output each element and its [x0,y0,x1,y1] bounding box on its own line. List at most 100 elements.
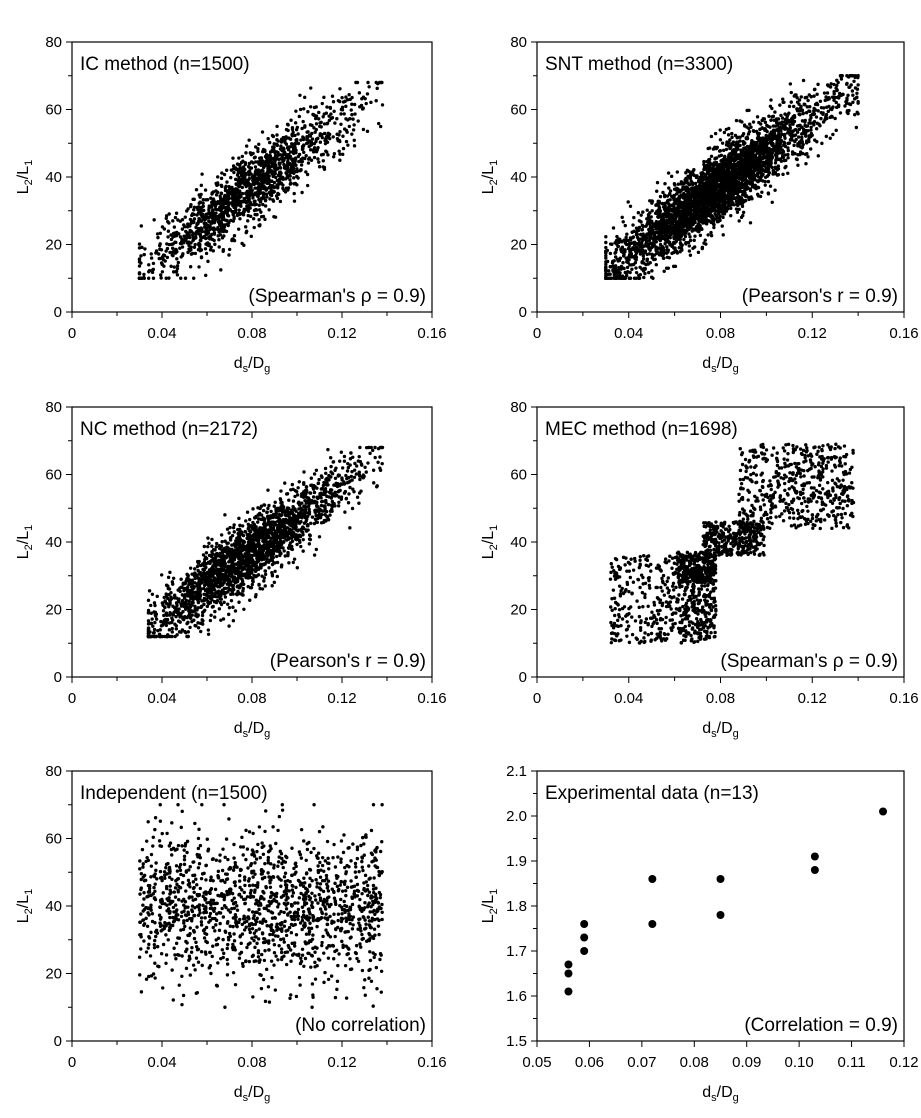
data-point [302,107,306,111]
data-point [846,75,851,79]
data-point [325,121,330,125]
data-point [191,235,196,239]
data-point [185,231,189,235]
x-tick-label: 0.12 [327,325,356,342]
data-point [288,137,293,141]
data-point [265,177,269,181]
data-point [159,248,164,252]
data-point [353,112,357,116]
data-point [321,115,325,119]
data-point [625,232,629,236]
data-point [258,200,263,204]
data-point [706,146,710,151]
data-point [735,202,739,207]
data-point [240,185,245,190]
data-point [247,138,251,142]
data-point [662,194,667,199]
data-point [613,255,618,259]
data-point [770,154,774,158]
data-point [341,100,346,104]
data-point [329,116,333,121]
data-point [190,212,195,216]
data-point [855,87,860,91]
data-point [257,190,261,194]
data-point [191,197,195,202]
data-point [624,242,629,247]
y-tick-label: 40 [45,169,62,186]
data-point [659,220,663,224]
data-point [687,249,692,253]
data-point [297,159,301,164]
data-point [736,176,740,180]
data-point [232,170,236,175]
data-point [625,265,630,270]
data-point [281,186,285,191]
data-point [350,102,354,106]
data-point [781,97,785,101]
data-point [771,135,776,140]
data-point [292,191,296,196]
data-point [340,95,344,100]
data-point [726,200,730,204]
panel-annotation: (Pearson's r = 0.9) [742,286,898,307]
data-point [804,134,808,138]
data-point [773,110,777,114]
data-point [735,162,739,166]
data-point [284,165,288,170]
data-point [830,115,834,119]
data-point [824,112,829,117]
data-point [259,173,264,178]
data-point [823,115,828,120]
data-point [773,166,778,171]
data-point [243,225,248,229]
y-tick-label: 60 [45,102,62,119]
data-point [789,90,793,95]
data-point [197,241,201,246]
data-point [755,141,759,146]
data-point [318,121,322,125]
data-point [259,156,264,160]
data-point [854,125,859,130]
data-point [803,96,807,100]
data-point [194,225,198,230]
data-point [224,184,228,188]
data-point [324,149,328,153]
data-point [142,272,146,277]
data-point [286,168,290,173]
data-point [182,223,186,227]
data-point [770,200,774,204]
data-point [716,197,720,202]
data-point [704,242,708,246]
data-point [626,246,631,251]
data-point [787,141,792,145]
data-point [654,203,658,207]
data-point [665,255,670,260]
data-point [350,132,354,136]
data-point [812,123,816,127]
data-point [624,235,628,240]
data-point [641,251,646,256]
data-point [856,83,860,87]
data-point [807,109,811,113]
data-point [212,231,217,235]
data-point [351,128,356,132]
data-point [317,110,321,115]
data-point [692,238,696,243]
data-point [246,164,251,169]
data-point [773,153,778,157]
data-point [751,120,756,124]
data-point [231,212,235,217]
data-point [852,97,857,101]
data-point [241,209,246,214]
data-point [237,212,242,217]
data-point [630,255,634,259]
data-point [804,162,808,166]
data-point [278,199,283,204]
data-point [613,264,618,268]
data-point [257,217,261,222]
data-point [222,223,227,228]
data-point [298,169,302,173]
data-point [788,126,793,130]
data-point [375,86,379,91]
data-point [828,136,832,140]
